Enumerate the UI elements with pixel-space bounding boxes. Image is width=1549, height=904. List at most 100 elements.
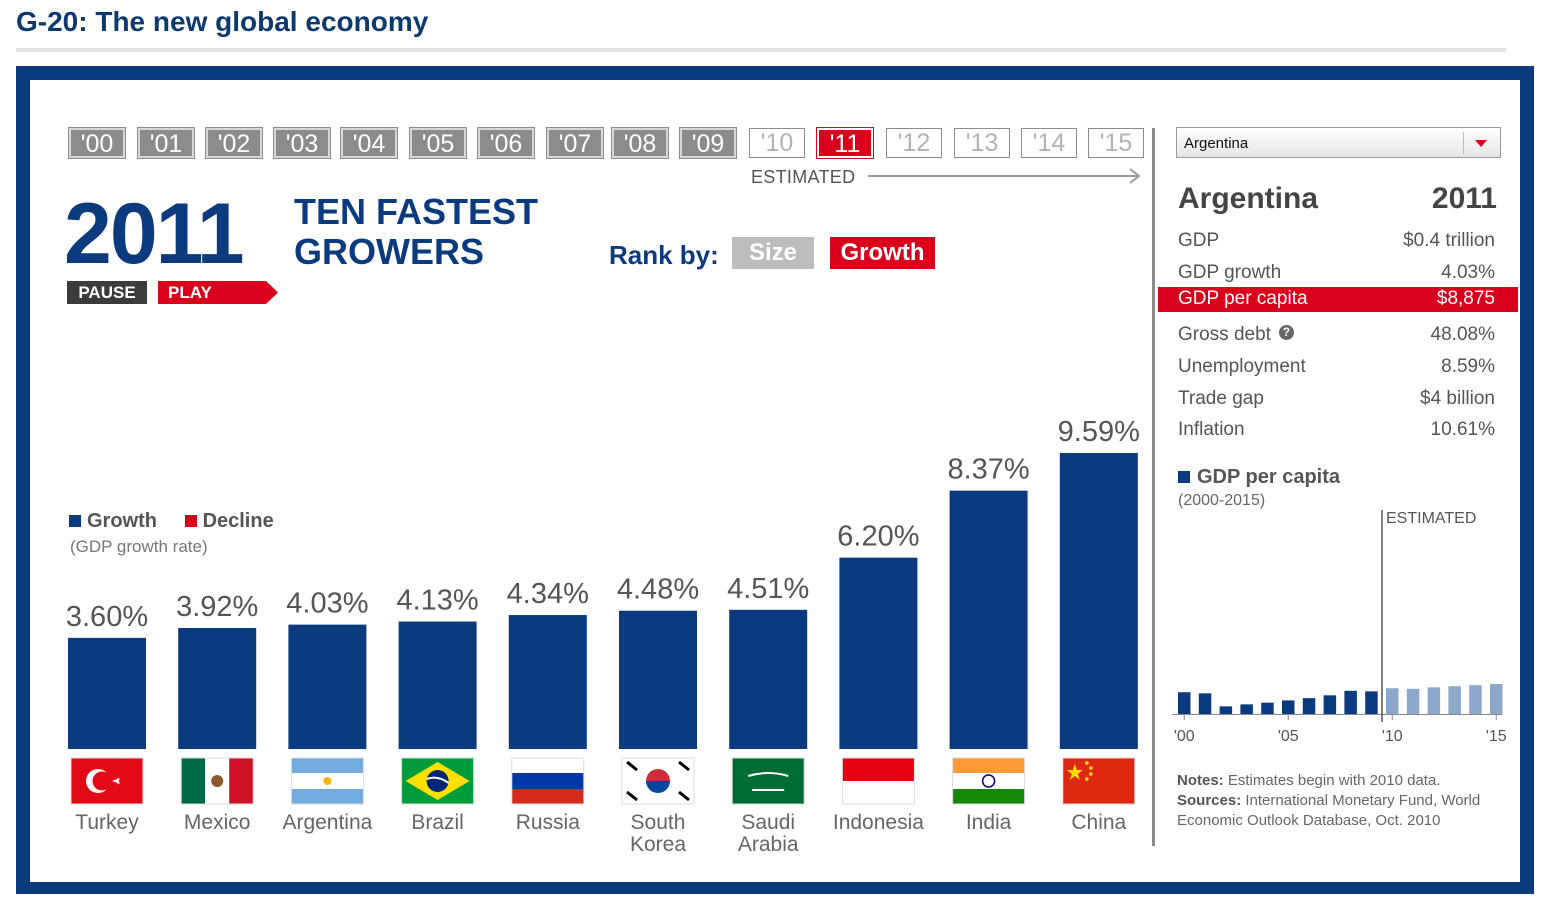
trigram: [626, 790, 638, 802]
stat-row-gross-debt[interactable]: Gross debt? 48.08%: [1158, 321, 1518, 349]
year-button[interactable]: '00: [68, 127, 126, 159]
small-star: [1089, 766, 1093, 770]
china-flag: [1062, 757, 1136, 805]
mini-bar: [1302, 698, 1316, 714]
mini-bar: [1178, 692, 1191, 714]
big-star: [1066, 764, 1083, 780]
estimated-label: ESTIMATED: [751, 167, 856, 187]
mini-bar: [1323, 695, 1337, 714]
year-button[interactable]: '09: [679, 127, 737, 159]
indonesia-flag: [841, 757, 915, 805]
flag-border: [401, 757, 475, 805]
bar-saudi-arabia: [729, 609, 808, 749]
page-title: G-20: The new global economy: [16, 6, 429, 37]
bar-south-korea: [619, 610, 697, 749]
stripe-red: [229, 758, 254, 804]
sun: [323, 777, 332, 785]
year-button[interactable]: '11: [816, 127, 874, 159]
stat-row-trade-gap[interactable]: Trade gap $4 billion: [1158, 385, 1518, 413]
value-label: 3.60%: [66, 601, 148, 633]
notes-label: Notes:: [1177, 772, 1224, 789]
category-label: India: [966, 811, 1012, 834]
category-label: Mexico: [184, 811, 251, 834]
year-button[interactable]: '04: [340, 127, 398, 159]
sources-label: Sources:: [1177, 792, 1242, 809]
mini-bar: [1427, 687, 1441, 714]
year-button[interactable]: '12: [886, 128, 942, 158]
year-button[interactable]: '15: [1088, 128, 1144, 158]
category-label: Russia: [516, 811, 581, 834]
south-korea-flag: [621, 757, 695, 805]
stripe-blue: [511, 773, 584, 789]
stat-row-unemployment[interactable]: Unemployment 8.59%: [1158, 353, 1518, 381]
stat-row-gdp-growth[interactable]: GDP growth 4.03%: [1158, 259, 1518, 287]
bar-indonesia: [839, 557, 918, 749]
mini-bar: [1282, 700, 1295, 714]
stat-row-inflation[interactable]: Inflation 10.61%: [1158, 416, 1518, 444]
year-button[interactable]: '13: [954, 128, 1010, 158]
band: [426, 776, 450, 784]
headline-line-1: TEN FASTEST: [294, 191, 539, 232]
notes-block: Notes: Estimates begin with 2010 data. S…: [1177, 771, 1497, 831]
flag-field: [1062, 758, 1135, 804]
stat-value: $0.4 trillion: [1403, 230, 1495, 251]
estimated-arrow-icon: [868, 168, 1141, 184]
year-button[interactable]: '02: [205, 127, 263, 159]
year-button[interactable]: '07: [546, 127, 604, 159]
mini-bar: [1406, 688, 1420, 714]
emblem: [211, 775, 224, 787]
flag-border: [180, 757, 254, 805]
year-button[interactable]: '03: [273, 127, 331, 159]
year-button[interactable]: '05: [409, 127, 467, 159]
small-star: [1089, 772, 1093, 776]
flag-border: [1062, 757, 1136, 805]
category-label: Argentina: [282, 811, 372, 834]
stripe-white: [952, 773, 1025, 789]
value-label: 9.59%: [1058, 416, 1140, 448]
stat-row-gdp[interactable]: GDP $0.4 trillion: [1158, 227, 1518, 255]
category-label: South: [631, 811, 686, 834]
flag-field: [732, 758, 805, 804]
year-button[interactable]: '08: [611, 127, 669, 159]
rank-growth-button[interactable]: Growth: [830, 237, 935, 269]
country-year: 2011: [1431, 182, 1497, 215]
rank-size-button[interactable]: Size: [732, 237, 814, 269]
year-button[interactable]: '14: [1021, 128, 1077, 158]
stat-label: GDP growth: [1178, 262, 1282, 283]
play-button-shape: [158, 281, 278, 304]
bar-argentina: [288, 624, 367, 749]
flag-border: [290, 757, 364, 805]
play-label: PLAY: [168, 283, 212, 302]
country-select[interactable]: Argentina: [1176, 127, 1501, 158]
mini-tick-label: '00: [1174, 728, 1195, 745]
year-button[interactable]: '10: [749, 128, 805, 158]
category-label: Brazil: [411, 811, 464, 834]
trigram: [678, 760, 690, 772]
value-label: 4.48%: [617, 574, 699, 606]
chevron-down-icon: [1475, 140, 1487, 147]
pause-button[interactable]: PAUSE: [67, 281, 147, 304]
flag-border: [841, 757, 915, 805]
stat-row-gdp-per-capita[interactable]: GDP per capita $8,875: [1158, 287, 1518, 312]
help-icon[interactable]: ?: [1278, 325, 1294, 340]
mini-bar: [1386, 688, 1399, 714]
legend-decline: Decline: [202, 510, 274, 532]
mini-tick-label: '05: [1278, 728, 1299, 745]
argentina-flag: [290, 757, 364, 805]
year-button[interactable]: '01: [137, 127, 195, 159]
stripe-green: [181, 758, 206, 804]
stripe-white: [842, 781, 915, 804]
flag-border: [70, 757, 144, 805]
year-button[interactable]: '06: [477, 127, 535, 159]
mexico-flag: [180, 757, 254, 805]
title-divider: [16, 48, 1506, 52]
country-name: Argentina: [1178, 182, 1319, 215]
play-button[interactable]: PLAY: [158, 281, 278, 304]
current-year: 2011: [64, 186, 245, 282]
bar-china: [1059, 453, 1138, 749]
category-label: Saudi: [741, 811, 795, 834]
bar-russia: [508, 615, 587, 749]
mini-tick-label: '10: [1382, 728, 1403, 745]
notes-line: Notes: Estimates begin with 2010 data.: [1177, 771, 1497, 791]
